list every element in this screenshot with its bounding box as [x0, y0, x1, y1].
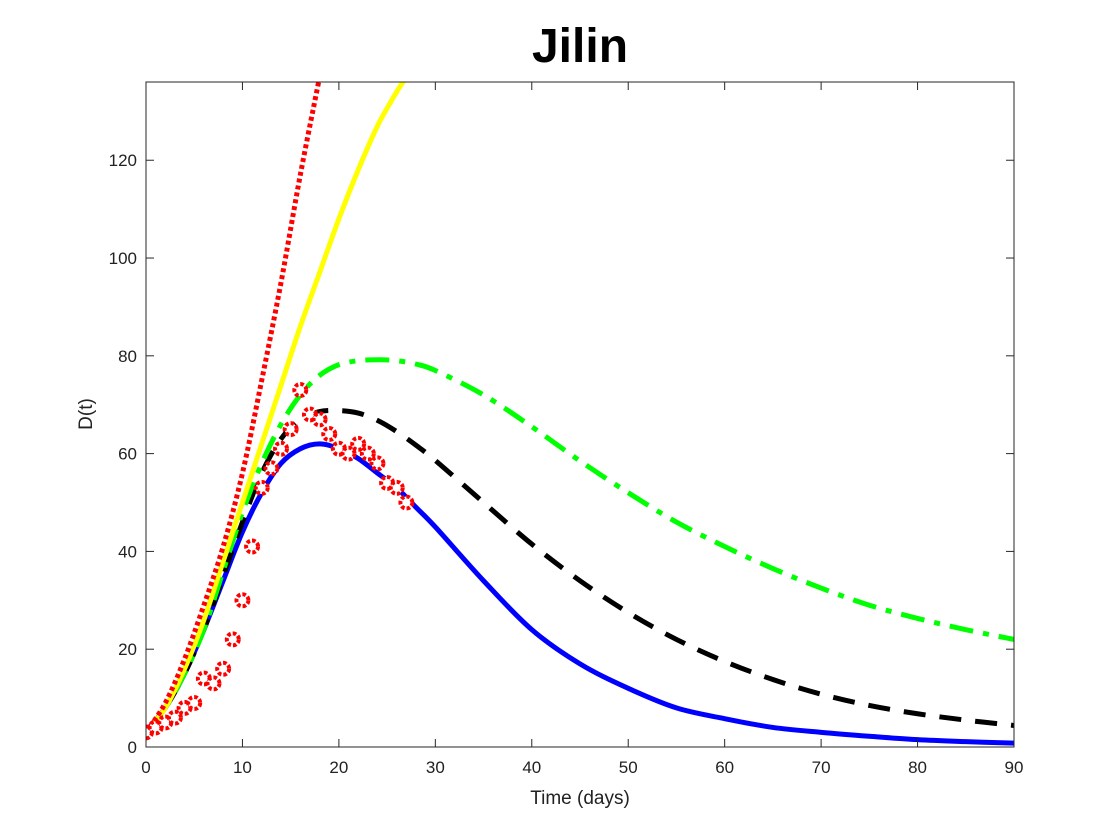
observed-data-point [282, 421, 299, 438]
plot-area [146, 82, 1014, 747]
x-tick-label: 20 [329, 758, 348, 777]
observed-data-point [234, 592, 251, 609]
observed-data-point [186, 694, 203, 711]
observed-data-point [340, 445, 357, 462]
series-line-3-dashdot [146, 357, 1014, 734]
observed-data-point [311, 411, 328, 428]
observed-data-point [388, 479, 405, 496]
y-tick-label: 100 [109, 249, 137, 268]
y-tick-label: 20 [118, 640, 137, 659]
y-tick-label: 60 [118, 445, 137, 464]
series-line-4-solid [146, 82, 407, 734]
observed-data-point [359, 445, 376, 462]
x-tick-label: 90 [1005, 758, 1024, 777]
x-tick-label: 50 [619, 758, 638, 777]
x-tick-label: 30 [426, 758, 445, 777]
x-tick-label: 10 [233, 758, 252, 777]
observed-data-point [321, 426, 338, 443]
observed-data-point [273, 440, 290, 457]
observed-data-point [166, 709, 183, 726]
axes-box [145, 81, 1015, 748]
observed-data-point [369, 455, 386, 472]
observed-data-point [215, 660, 232, 677]
x-tick-label: 40 [522, 758, 541, 777]
observed-data-point [244, 538, 261, 555]
observed-data-point [224, 631, 241, 648]
x-tick-label: 80 [908, 758, 927, 777]
observed-data-point [292, 382, 309, 399]
observed-data-point [263, 460, 280, 477]
y-tick-label: 40 [118, 542, 137, 561]
y-tick-label: 0 [128, 738, 137, 757]
x-tick-label: 0 [141, 758, 150, 777]
tick-layer: 0 10 20 30 40 50 60 70 80 90 0 20 40 60 80 100 120 [109, 82, 1024, 777]
y-axis-label: D(t) [76, 398, 97, 430]
chart-title: Jilin [532, 20, 628, 73]
x-tick-label: 70 [812, 758, 831, 777]
observed-data-point [350, 435, 367, 452]
observed-data-point [398, 494, 415, 511]
marker-layer [146, 382, 415, 741]
y-tick-label: 120 [109, 151, 137, 170]
observed-data-point [253, 479, 270, 496]
y-tick-label: 80 [118, 347, 137, 366]
observed-data-point [205, 675, 222, 692]
x-axis-label: Time (days) [530, 788, 630, 809]
x-tick-label: 60 [715, 758, 734, 777]
